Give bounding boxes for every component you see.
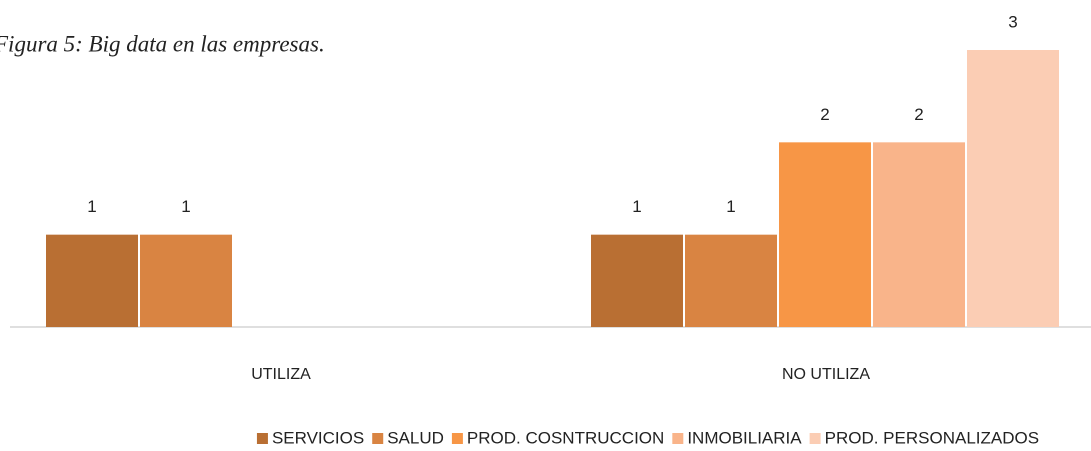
value-label: 1 [632,197,641,216]
bar [967,50,1059,327]
legend-swatch [451,433,463,444]
bar [591,234,683,327]
x-tick-label: UTILIZA [251,366,311,383]
legend-label: INMOBILIARIA [687,428,802,447]
chart-title: Figura 5: Big data en las empresas. [0,31,325,56]
value-label: 1 [181,197,190,216]
bar [46,234,138,327]
legend-label: PROD. PERSONALIZADOS [825,428,1039,447]
bar [779,142,871,327]
x-tick-label: NO UTILIZA [782,366,870,383]
legend-swatch [256,433,268,444]
value-label: 2 [914,105,923,124]
bar [140,234,232,327]
legend-label: PROD. COSNTRUCCION [467,428,664,447]
legend-swatch [372,433,384,444]
legend-label: SERVICIOS [272,428,364,447]
value-label: 3 [1008,12,1017,31]
legend-swatch [672,433,684,444]
legend-label: SALUD [387,428,444,447]
bar [873,142,965,327]
value-label: 1 [87,197,96,216]
legend-swatch [809,433,821,444]
value-label: 1 [726,197,735,216]
bar [685,234,777,327]
value-label: 2 [820,105,829,124]
